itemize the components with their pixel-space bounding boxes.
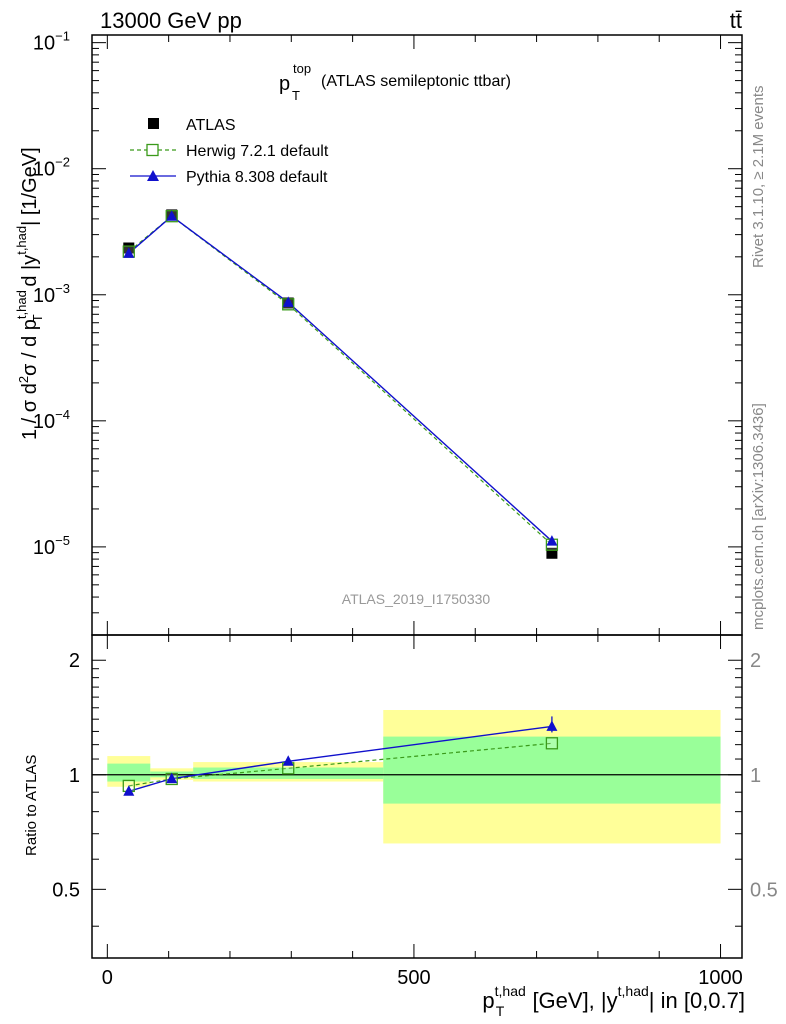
main-ytick-label: 10−1 [33,29,70,55]
legend-entry-pythia: Pythia 8.308 default [130,169,328,186]
ratio-ytick-label-right: 0.5 [750,879,778,901]
pythia-point [546,535,558,546]
ratio-ytick-label: 2 [69,650,80,672]
main-axes: 10−5 10−4 10−3 10−2 10−1 [33,29,743,636]
ratio-pythia-point [166,772,178,784]
pythia-point [166,210,178,221]
legend: ATLAS Herwig 7.2.1 default Pythia 8.308 … [130,117,329,186]
ratio-pythia-point [282,755,294,766]
rivet-label: Rivet 3.1.10, ≥ 2.1M events [750,86,767,269]
legend-entry-herwig: Herwig 7.2.1 default [130,143,329,160]
title-sub: T [292,88,300,103]
ratio-xtick-label: 0 [102,967,113,989]
legend-label-pythia: Pythia 8.308 default [186,169,328,186]
ratio-xlabel: pt,had T [GeV], |yt,had| in [0,0.7] [482,983,745,1019]
ratio-pythia-point [123,785,135,796]
title-sup: top [293,61,311,76]
main-ytick-label: 10−4 [33,407,70,433]
ratio-xtick-label: 1000 [698,967,743,989]
main-ytick-label: 10−2 [33,155,70,181]
pythia-point [123,247,135,258]
ratio-xtick-label: 500 [397,967,430,989]
ratio-herwig-point [545,737,559,750]
final-state-label: tt̄ [730,8,742,33]
legend-marker-pythia [147,170,159,181]
title-p: p [279,73,290,95]
pythia-point [282,296,294,307]
analysis-watermark: ATLAS_2019_I1750330 [342,591,491,607]
title-rest: (ATLAS semileptonic ttbar) [321,73,511,90]
legend-marker-herwig [146,143,159,157]
ratio-pythia-line [128,725,552,792]
main-title: p T top (ATLAS semileptonic ttbar) [279,61,511,103]
ratio-axes: 0.5 0.5 1 1 2 2 0 500 1000 [52,634,778,989]
main-series [122,209,559,559]
ratio-pythia-point [546,720,558,731]
ratio-band-inner [383,736,721,804]
ratio-series [122,716,559,796]
ratio-ylabel: Ratio to ATLAS [23,755,40,856]
legend-label-herwig: Herwig 7.2.1 default [186,143,329,160]
ratio-ytick-label: 0.5 [52,879,80,901]
ratio-ytick-label-right: 1 [750,765,761,787]
ratio-ytick-label: 1 [69,765,80,787]
legend-entry-atlas: ATLAS [148,117,236,134]
pythia-line [128,215,553,542]
ratio-ytick-label-right: 2 [750,650,761,672]
main-ytick-label: 10−3 [33,281,70,307]
ratio-frame [91,634,743,959]
legend-marker-atlas [148,118,159,129]
main-ytick-label: 10−5 [33,533,70,559]
herwig-line [128,215,553,546]
atlas-point [546,547,558,559]
legend-label-atlas: ATLAS [186,117,236,134]
ratio-band-inner [107,763,151,782]
process-label: 13000 GeV pp [100,8,242,33]
ratio-herwig-line [128,742,552,787]
mcplots-label: mcplots.cern.ch [arXiv:1306.3436] [750,403,767,630]
